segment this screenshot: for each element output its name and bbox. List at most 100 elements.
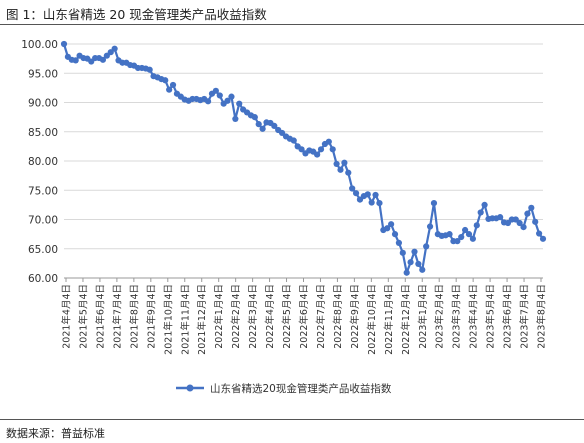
y-tick-label: 70.00 — [28, 215, 58, 227]
data-point — [298, 146, 305, 153]
data-point — [407, 259, 414, 266]
data-point — [317, 146, 325, 153]
data-point — [72, 57, 79, 64]
data-point — [446, 231, 453, 238]
data-point — [395, 239, 403, 246]
x-tick-label: 2023年8月4日 — [536, 284, 548, 349]
data-point — [426, 223, 434, 230]
data-point — [532, 218, 539, 225]
x-tick-label: 2022年8月4日 — [332, 284, 344, 349]
x-tick-label: 2023年4月4日 — [468, 284, 480, 349]
y-tick-label: 65.00 — [28, 244, 58, 256]
data-point — [454, 238, 461, 245]
data-point — [364, 191, 371, 198]
x-tick-label: 2022年10月4日 — [366, 284, 378, 355]
y-axis-ticks: 60.00 65.00 70.00 75.00 80.00 85.00 90.00 95.00… — [21, 39, 58, 285]
bottom-rule — [0, 419, 584, 420]
x-tick-label: 2021年11月4日 — [179, 284, 191, 355]
figure-title: 图 1：山东省精选 20 现金管理类产品收益指数 — [6, 7, 267, 22]
x-tick-label: 2021年4月4日 — [61, 284, 73, 349]
data-point — [212, 87, 219, 94]
data-point — [146, 66, 153, 73]
data-point — [341, 159, 348, 166]
data-point — [228, 93, 235, 100]
data-point — [216, 92, 223, 99]
top-rule — [0, 24, 584, 25]
data-point — [391, 231, 399, 238]
x-tick-label: 2021年12月4日 — [196, 284, 208, 355]
data-point — [473, 222, 480, 229]
data-point — [465, 231, 473, 238]
data-point — [111, 45, 118, 52]
data-point — [411, 248, 418, 255]
data-point — [372, 191, 379, 199]
x-tick-label: 2022年2月4日 — [230, 284, 242, 349]
data-point — [469, 235, 476, 242]
x-tick-label: 2023年3月4日 — [451, 284, 463, 349]
data-point — [251, 114, 258, 121]
data-point — [477, 209, 484, 216]
data-point — [166, 86, 173, 93]
data-point — [399, 249, 406, 256]
x-tick-label: 2022年9月4日 — [349, 284, 361, 349]
data-point — [236, 100, 243, 107]
x-tick-label: 2023年1月4日 — [417, 284, 429, 349]
legend-label: 山东省精选20现金管理类产品收益指数 — [210, 382, 392, 395]
data-point — [162, 77, 169, 84]
x-tick-label: 2022年11月4日 — [383, 284, 395, 355]
data-point — [333, 160, 340, 168]
data-point — [539, 235, 547, 242]
x-tick-label: 2022年3月4日 — [247, 284, 259, 349]
series-layer — [60, 40, 547, 276]
data-point — [384, 225, 391, 232]
y-tick-label: 80.00 — [28, 156, 58, 168]
x-tick-label: 2022年4月4日 — [264, 284, 276, 349]
data-point — [329, 146, 336, 153]
data-point — [528, 204, 535, 211]
data-point — [325, 138, 332, 145]
data-point — [388, 221, 395, 228]
data-point — [349, 185, 356, 192]
x-tick-label: 2023年5月4日 — [485, 284, 497, 349]
y-tick-label: 100.00 — [21, 39, 58, 51]
x-tick-label: 2022年5月4日 — [281, 284, 293, 349]
x-tick-label: 2022年12月4日 — [400, 284, 412, 355]
data-point — [497, 214, 504, 221]
x-tick-label: 2022年6月4日 — [298, 284, 310, 349]
data-point — [462, 226, 469, 234]
data-point — [368, 199, 375, 206]
y-tick-label: 95.00 — [28, 68, 58, 80]
data-point — [458, 233, 465, 241]
data-point — [99, 56, 107, 63]
y-tick-label: 90.00 — [28, 98, 58, 110]
legend-marker-swatch — [186, 384, 194, 392]
x-tick-label: 2022年7月4日 — [315, 284, 327, 349]
legend: 山东省精选20现金管理类产品收益指数 — [176, 382, 392, 395]
x-axis: 2021年4月4日 2021年5月4日 2021年6月4日 2021年7月4日 2021… — [61, 277, 548, 355]
x-tick-label: 2021年8月4日 — [128, 284, 140, 349]
x-tick-label: 2022年1月4日 — [213, 284, 225, 349]
data-point — [419, 266, 426, 273]
data-point — [337, 166, 344, 173]
data-point — [520, 224, 527, 231]
x-tick-label: 2021年5月4日 — [77, 284, 89, 349]
source-note: 数据来源：普益标准 — [6, 427, 105, 440]
data-point — [481, 201, 488, 208]
data-point — [352, 190, 360, 197]
data-point — [345, 169, 352, 176]
line-chart: 60.00 65.00 70.00 75.00 80.00 85.00 90.00 95.00… — [21, 39, 548, 395]
x-tick-label: 2021年10月4日 — [162, 284, 174, 355]
data-point — [204, 98, 212, 105]
data-point — [423, 243, 430, 250]
data-point — [232, 115, 239, 122]
y-tick-label: 75.00 — [28, 185, 58, 197]
data-point — [516, 219, 523, 227]
gridlines — [64, 43, 543, 250]
data-point — [524, 210, 531, 217]
data-point — [376, 200, 383, 207]
x-tick-label: 2021年6月4日 — [94, 284, 106, 349]
y-tick-label: 60.00 — [28, 273, 58, 285]
x-tick-label: 2023年7月4日 — [519, 284, 531, 349]
data-point — [314, 151, 321, 158]
data-point — [271, 122, 278, 129]
